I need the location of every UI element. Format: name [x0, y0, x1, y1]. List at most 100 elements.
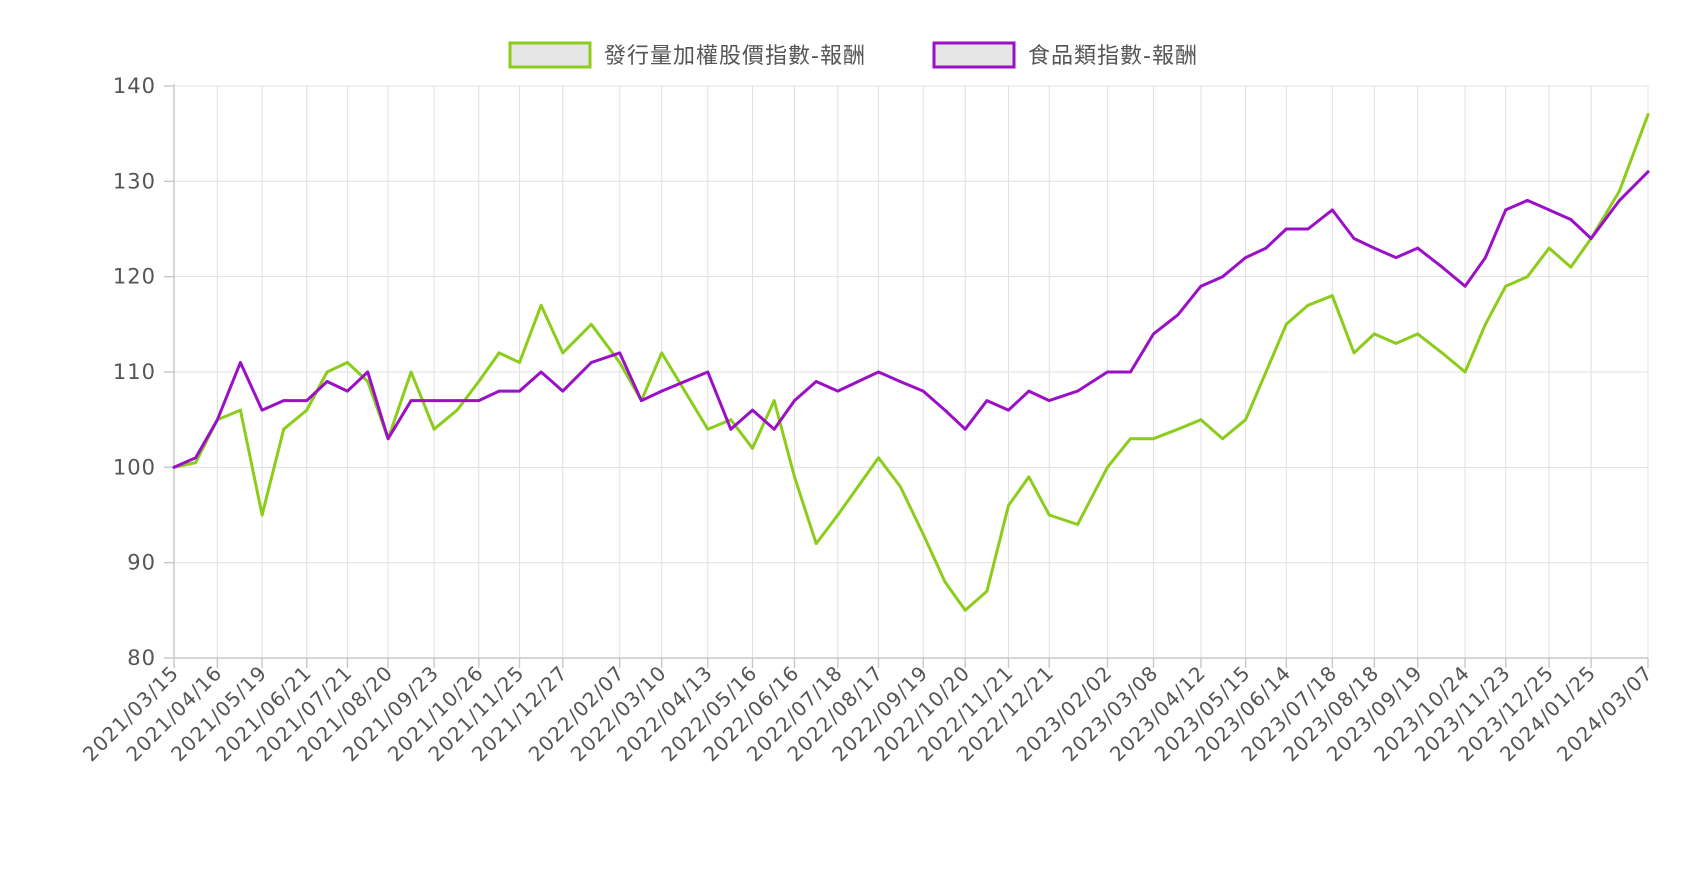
series-1-point — [589, 322, 593, 326]
y-tick-label: 100 — [113, 455, 156, 479]
series-2-point — [1306, 227, 1310, 231]
series-1-point — [305, 408, 309, 412]
series-2-point — [1547, 208, 1551, 212]
legend-item-2: 食品類指數-報酬 — [932, 41, 1198, 69]
series-2-point — [772, 427, 776, 431]
series-2-point — [1416, 246, 1420, 250]
series-1-point — [985, 589, 989, 593]
series-2-point — [518, 389, 521, 393]
x-axis-ticks: 2021/03/152021/04/162021/05/192021/06/21… — [78, 661, 1658, 767]
series-1-point — [260, 513, 264, 517]
series-2-point — [1007, 408, 1010, 412]
series-1-point — [706, 427, 710, 431]
series-1-point — [1352, 351, 1356, 355]
series-2-point — [1330, 208, 1334, 212]
series-2-point — [432, 399, 436, 402]
series-2-point — [1618, 199, 1621, 202]
y-tick-label: 110 — [113, 360, 156, 384]
series-1-point — [751, 446, 754, 450]
series-2-point — [706, 370, 710, 374]
series-1-point — [793, 475, 796, 479]
series-1-point — [194, 461, 198, 464]
y-tick-label: 130 — [113, 169, 156, 193]
series-2-point — [1284, 227, 1288, 231]
series-2-point — [1152, 332, 1155, 336]
series-1-point — [814, 542, 818, 545]
series-1-point — [1394, 342, 1398, 345]
series-2-point — [618, 351, 622, 355]
series-line-1 — [172, 113, 1650, 612]
series-2-point — [877, 370, 880, 374]
y-tick-label: 140 — [113, 74, 156, 98]
y-axis-ticks: 80 90 100 110 120 130 140 — [113, 74, 156, 670]
series-2-point — [1199, 284, 1203, 288]
series-2-point — [1264, 246, 1268, 250]
series-1-point — [239, 408, 242, 412]
series-2-point — [305, 399, 309, 402]
series-2-point — [497, 389, 501, 393]
series-2-point — [1504, 208, 1508, 212]
series-2-point — [660, 389, 664, 393]
series-1-point — [1152, 437, 1155, 441]
series-2-point — [1569, 218, 1573, 221]
series-2-point — [1047, 399, 1051, 402]
series-2-point — [172, 465, 176, 469]
series-2-point — [1244, 256, 1247, 259]
series-1 — [172, 113, 1650, 612]
series-2-point — [1076, 389, 1079, 393]
series-2-point — [898, 380, 902, 383]
series-2-point — [683, 380, 687, 383]
legend-swatch — [508, 41, 592, 69]
series-1-point — [1129, 437, 1132, 441]
y-tick-label: 80 — [127, 646, 156, 670]
series-1-point — [1176, 427, 1180, 431]
series-1-point — [346, 361, 349, 364]
series-2-point — [239, 361, 242, 364]
series-1-point — [1484, 322, 1487, 326]
series-2-point — [386, 437, 390, 441]
series-2-point — [1646, 170, 1650, 174]
series-2-point — [943, 408, 947, 412]
series-2-point — [346, 389, 349, 393]
series-2-point — [963, 427, 967, 431]
series-2-point — [477, 399, 481, 402]
series-2-point — [985, 399, 989, 402]
series-1-point — [518, 361, 521, 364]
series-2-point — [1484, 256, 1487, 259]
series-1-point — [497, 351, 501, 355]
series-2-point — [836, 389, 840, 393]
series-1-point — [729, 418, 733, 422]
series-2-point — [1221, 275, 1224, 279]
series-1-point — [1306, 303, 1310, 307]
series-1-point — [1076, 523, 1079, 526]
series-2-point — [1372, 246, 1376, 250]
series-2-point — [561, 389, 565, 393]
series-1-point — [1330, 294, 1334, 298]
series-1-point — [409, 370, 413, 374]
series-2-point — [856, 380, 860, 383]
legend-label: 食品類指數-報酬 — [1028, 44, 1198, 69]
series-1-point — [898, 485, 902, 488]
series-2-point — [366, 370, 370, 374]
series-1-point — [1504, 284, 1508, 288]
series-2-point — [194, 456, 198, 460]
series-1-point — [921, 532, 925, 536]
series-2-point — [1589, 237, 1593, 240]
series-1-point — [561, 351, 565, 355]
series-1-point — [1463, 370, 1467, 374]
series-1-point — [539, 303, 543, 307]
series-1-point — [618, 361, 622, 364]
series-2-point — [1463, 284, 1467, 288]
series-2-point — [325, 380, 329, 383]
series-1-point — [1440, 351, 1444, 355]
series-1-point — [772, 399, 776, 402]
series-1-point — [943, 580, 947, 584]
series-1-point — [1284, 322, 1288, 326]
series-2-point — [409, 399, 413, 402]
series-2-point — [793, 399, 796, 402]
series-2-point — [455, 399, 459, 402]
series-2-point — [729, 427, 733, 431]
series-2-point — [814, 380, 818, 383]
